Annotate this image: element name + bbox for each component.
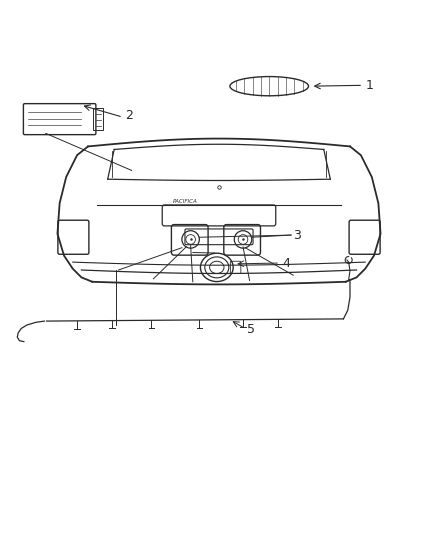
Text: 1: 1: [365, 79, 373, 92]
Text: PACIFICA: PACIFICA: [173, 199, 198, 204]
Text: 3: 3: [293, 229, 301, 241]
Text: 5: 5: [247, 324, 255, 336]
Text: 4: 4: [283, 256, 290, 270]
Text: 2: 2: [125, 109, 133, 123]
